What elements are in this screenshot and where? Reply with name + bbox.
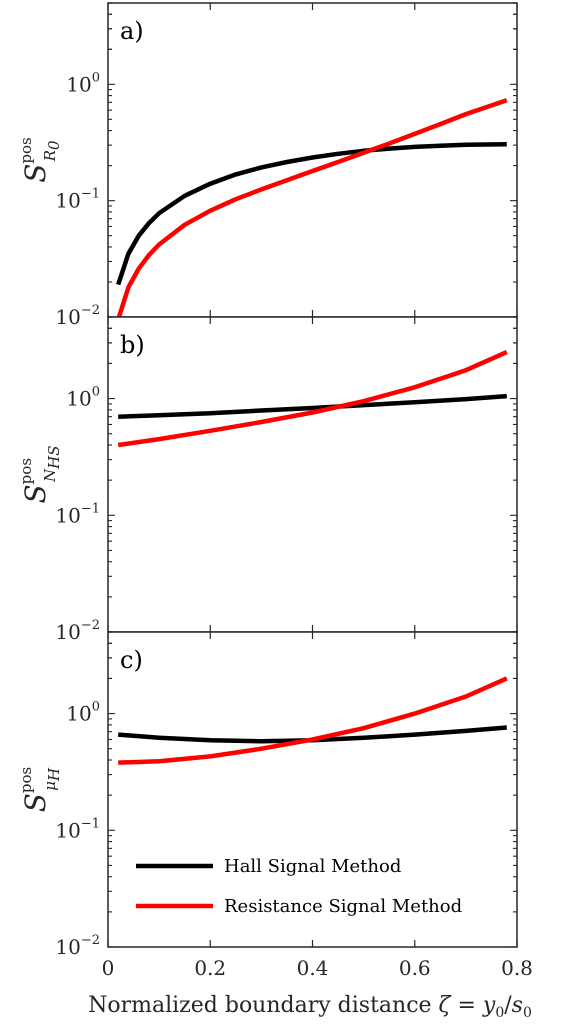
x-tick-label: 0.2 <box>194 956 226 980</box>
series-line-resistance <box>116 98 508 317</box>
y-tick-label: 100 <box>66 385 100 411</box>
panel-a: 10−2 10−1 100 a) Spos R0 <box>17 2 518 329</box>
y-axis-label: Spos μH <box>17 767 63 813</box>
y-tick-label: 10−1 <box>55 187 100 213</box>
y-axis-label: Spos NHS <box>17 445 63 503</box>
y-tick-label: 10−2 <box>55 303 100 329</box>
legend-label: Resistance Signal Method <box>224 896 462 917</box>
series-line-hall <box>118 393 507 419</box>
series-line-resistance <box>118 676 508 765</box>
panel-label: a) <box>120 17 144 45</box>
x-axis-label: Normalized boundary distance ζ = y0/s0 <box>88 993 532 1021</box>
panel-label: b) <box>120 331 145 359</box>
y-tick-label: 100 <box>66 700 100 726</box>
x-tick-label: 0.8 <box>501 956 533 980</box>
panel-c: 10−2 10−1 100 c) Spos μH Hall Signal Method Res… <box>17 631 518 959</box>
y-tick-label: 10−2 <box>55 933 100 959</box>
y-tick-label: 100 <box>66 70 100 96</box>
legend: Hall Signal Method Resistance Signal Meth… <box>136 856 462 917</box>
plot-frame <box>107 316 518 633</box>
y-axis-label: Spos R0 <box>17 137 63 183</box>
series-line-hall <box>116 141 507 286</box>
panel-b: 10−2 10−1 100 b) Spos NHS <box>17 316 518 644</box>
y-tick-label: 10−1 <box>55 501 100 527</box>
x-tick-label: 0 <box>102 956 115 980</box>
x-tick-label: 0.4 <box>297 956 329 980</box>
legend-label: Hall Signal Method <box>224 856 401 877</box>
y-tick-label: 10−2 <box>55 618 100 644</box>
plot-frame <box>107 631 518 948</box>
panel-label: c) <box>120 646 143 674</box>
series-line-resistance <box>117 350 508 448</box>
y-tick-label: 10−1 <box>55 816 100 842</box>
x-tick-label: 0.6 <box>399 956 431 980</box>
plot-frame <box>107 2 518 318</box>
